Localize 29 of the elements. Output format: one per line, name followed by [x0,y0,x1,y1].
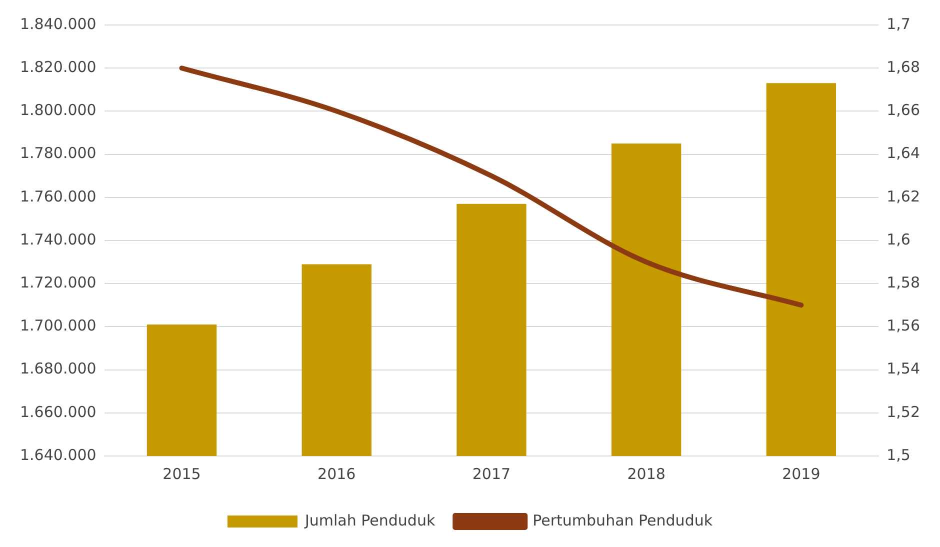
y2-tick-label: 1,52 [886,402,920,421]
y-tick-label: 1.700.000 [20,316,96,335]
y-tick-label: 1.780.000 [20,144,96,162]
x-tick-label: 2017 [472,464,511,483]
y2-tick-label: 1,56 [886,316,920,335]
y-tick-label: 1.720.000 [20,273,96,292]
y-tick-label: 1.640.000 [20,446,96,464]
y-tick-label: 1.820.000 [20,58,96,76]
y2-tick-label: 1,62 [886,187,920,206]
y2-tick-label: 1,64 [886,144,920,162]
legend-label: Pertumbuhan Penduduk [532,511,713,530]
y-tick-label: 1.760.000 [20,187,96,206]
y-tick-label: 1.800.000 [20,101,96,120]
y2-tick-label: 1,54 [886,360,920,378]
y2-tick-label: 1,5 [886,446,910,464]
x-tick-label: 2019 [782,464,820,483]
x-tick-label: 2016 [318,464,356,483]
y2-tick-label: 1,68 [886,58,920,76]
y2-tick-label: 1,6 [886,230,910,248]
y-tick-label: 1.660.000 [20,402,96,421]
x-tick-label: 2015 [162,464,201,483]
y-tick-label: 1.840.000 [20,14,96,33]
y2-tick-label: 1,66 [886,101,920,120]
x-tick-label: 2018 [627,464,666,483]
y2-tick-label: 1,7 [886,14,910,33]
y2-tick-label: 1,58 [886,273,920,292]
y-tick-label: 1.680.000 [20,360,96,378]
y-tick-label: 1.740.000 [20,230,96,248]
legend-label: Jumlah Penduduk [304,511,436,530]
